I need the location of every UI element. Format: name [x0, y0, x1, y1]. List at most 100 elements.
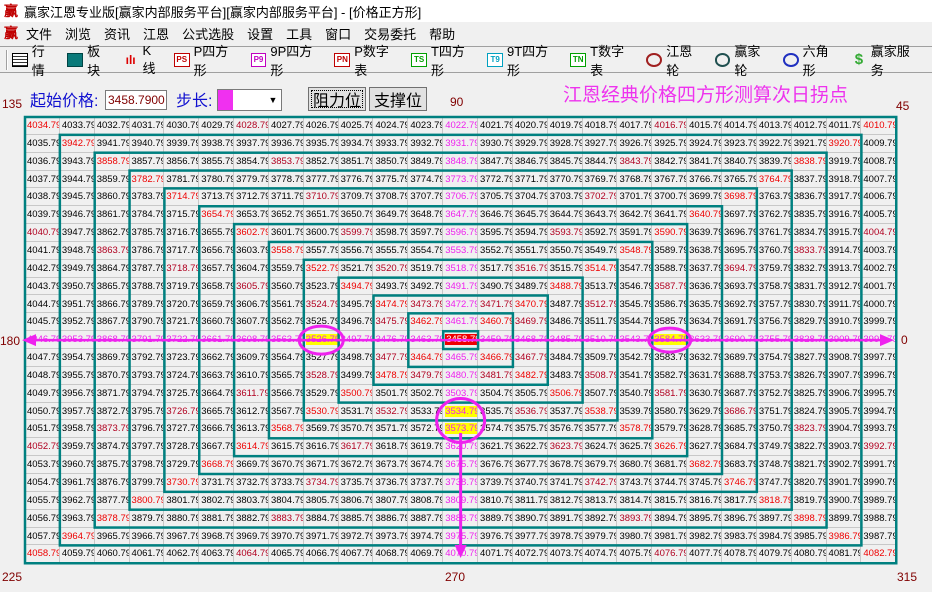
- grid-cell: 3579.79: [652, 420, 688, 439]
- grid-cell: 3588.79: [652, 259, 688, 278]
- toolbar-quote-grid-button[interactable]: 行情: [12, 41, 57, 79]
- menu-settings[interactable]: 设置: [247, 26, 274, 42]
- grid-cell: 3475.79: [373, 313, 409, 332]
- angle-label-315: 315: [897, 570, 918, 584]
- grid-cell-value: 3714.79: [166, 191, 200, 203]
- menu-window[interactable]: 窗口: [325, 26, 352, 42]
- toolbar-hexagon-button[interactable]: 六角形: [782, 41, 841, 79]
- grid-cell: 4073.79: [547, 545, 583, 564]
- grid-cell: 3509.79: [582, 349, 618, 367]
- menu-file[interactable]: 文件: [26, 26, 53, 42]
- menu-trade[interactable]: 交易委托: [364, 26, 417, 42]
- grid-cell-value: 3524.79: [305, 298, 339, 310]
- toolbar-gann-wheel-button[interactable]: 江恩轮: [646, 41, 704, 79]
- grid-cell-value: 3469.79: [514, 316, 548, 328]
- support-button[interactable]: 支撑位: [369, 87, 427, 111]
- grid-cell: 4069.79: [408, 545, 444, 564]
- grid-cell: 3846.79: [512, 152, 548, 171]
- grid-cell: 3550.79: [547, 241, 583, 260]
- grid-cell-value: 3731.79: [201, 477, 235, 488]
- grid-cell-value: 3464.79: [410, 352, 444, 364]
- grid-cell: 4049.79: [25, 384, 60, 403]
- grid-cell: 3482.79: [512, 366, 548, 385]
- grid-cell: 3971.79: [303, 527, 339, 546]
- start-price-input[interactable]: 3458.7900: [105, 90, 167, 110]
- toolbar-ps-badge-button[interactable]: PS P四方形: [173, 41, 241, 79]
- grid-cell: 3912.79: [826, 277, 862, 296]
- toolbar-pn-badge-button[interactable]: PN P数字表: [334, 41, 401, 79]
- menu-news[interactable]: 资讯: [104, 26, 131, 42]
- step-select[interactable]: ▼: [217, 89, 282, 111]
- grid-cell-value: 3640.79: [689, 209, 722, 221]
- menu-help[interactable]: 帮助: [429, 26, 456, 42]
- menu-browse[interactable]: 浏览: [65, 26, 92, 42]
- grid-cell-value: 3996.79: [863, 369, 897, 381]
- app-menu-logo-icon[interactable]: 赢: [4, 25, 18, 41]
- grid-cell-value: 3769.79: [584, 173, 618, 185]
- grid-cell: 4002.79: [861, 259, 897, 278]
- toolbar-tn-badge-button[interactable]: TN T数字表: [570, 41, 636, 79]
- grid-cell: 3565.79: [268, 366, 304, 385]
- toolbar-candlestick-button[interactable]: ılı K线: [123, 43, 164, 77]
- grid-cell: 3598.79: [373, 224, 409, 242]
- grid-cell-value: 3915.79: [828, 227, 862, 239]
- menu-formula-screener[interactable]: 公式选股: [182, 26, 235, 42]
- menu-tools[interactable]: 工具: [286, 26, 313, 42]
- grid-cell-value: 3647.79: [445, 209, 479, 221]
- toolbar-t9-badge-button[interactable]: T9 9T四方形: [487, 41, 560, 79]
- grid-cell: 3561.79: [268, 295, 304, 314]
- grid-cell: 3645.79: [512, 206, 548, 225]
- grid-cell-value: 3924.79: [689, 137, 722, 149]
- toolbar-winner-wheel-button[interactable]: 赢家轮: [714, 41, 773, 79]
- grid-cell-value: 4008.79: [863, 155, 897, 167]
- chevron-down-icon[interactable]: ▼: [268, 95, 278, 105]
- toolbar-blocks-button[interactable]: 板块: [67, 41, 112, 79]
- grid-cell: 3665.79: [199, 402, 235, 421]
- grid-cell: 3734.79: [303, 474, 339, 492]
- grid-cell: 4022.79: [443, 117, 479, 135]
- grid-cell: 3964.79: [59, 527, 95, 546]
- grid-cell: 3772.79: [478, 170, 513, 189]
- grid-cell: 3857.79: [129, 152, 165, 171]
- grid-cell-value: 3737.79: [410, 477, 444, 488]
- grid-cell: 3965.79: [94, 527, 130, 546]
- grid-cell-value: 3568.79: [270, 423, 304, 435]
- grid-cell: 3834.79: [791, 224, 827, 242]
- toolbar-dollar-button[interactable]: $ 赢家服务: [851, 41, 922, 79]
- grid-cell-value: 4035.79: [27, 137, 60, 149]
- grid-cell: 3492.79: [408, 277, 444, 296]
- grid-cell: 3515.79: [547, 259, 583, 278]
- menu-gann[interactable]: 江恩: [143, 26, 170, 42]
- grid-cell: 3619.79: [408, 438, 444, 457]
- grid-cell-value: 3621.79: [480, 441, 513, 453]
- grid-cell-value: 3681.79: [654, 459, 688, 471]
- grid-cell-value: 3724.79: [166, 369, 200, 381]
- grid-cell: 3745.79: [687, 474, 722, 492]
- grid-cell-value: 3736.79: [375, 477, 409, 488]
- toolbar-grip[interactable]: [6, 49, 8, 70]
- toolbar-ts-badge-button[interactable]: TS T四方形: [411, 41, 477, 79]
- grid-cell: 3691.79: [722, 313, 757, 332]
- grid-cell: 4064.79: [234, 545, 269, 564]
- grid-cell: 3558.79: [268, 241, 304, 260]
- grid-cell: 3529.79: [303, 384, 339, 403]
- grid-cell: 3697.79: [722, 206, 757, 225]
- grid-cell-value: 3624.79: [584, 441, 618, 453]
- grid-cell: 3568.79: [268, 420, 304, 439]
- grid-cell-value: 3903.79: [828, 441, 862, 453]
- grid-cell-value: 3732.79: [236, 477, 269, 488]
- grid-cell-value: 3887.79: [410, 512, 444, 524]
- grid-cell: 3974.79: [408, 527, 444, 546]
- grid-cell-value: 3954.79: [61, 352, 95, 364]
- grid-cell-value: 3784.79: [131, 209, 165, 221]
- grid-cell-value: 3796.79: [131, 423, 165, 435]
- grid-cell: 3954.79: [59, 349, 95, 367]
- grid-cell-value: 3874.79: [96, 441, 130, 453]
- grid-cell: 3596.79: [443, 224, 479, 242]
- grid-cell: 4023.79: [408, 117, 444, 135]
- grid-cell: 3776.79: [338, 170, 374, 189]
- grid-cell-value: 3755.79: [758, 334, 792, 346]
- toolbar-p9-badge-button[interactable]: P9 9P四方形: [250, 41, 325, 79]
- resistance-button[interactable]: 阻力位: [308, 87, 366, 111]
- grid-cell-value: 3663.79: [201, 369, 235, 381]
